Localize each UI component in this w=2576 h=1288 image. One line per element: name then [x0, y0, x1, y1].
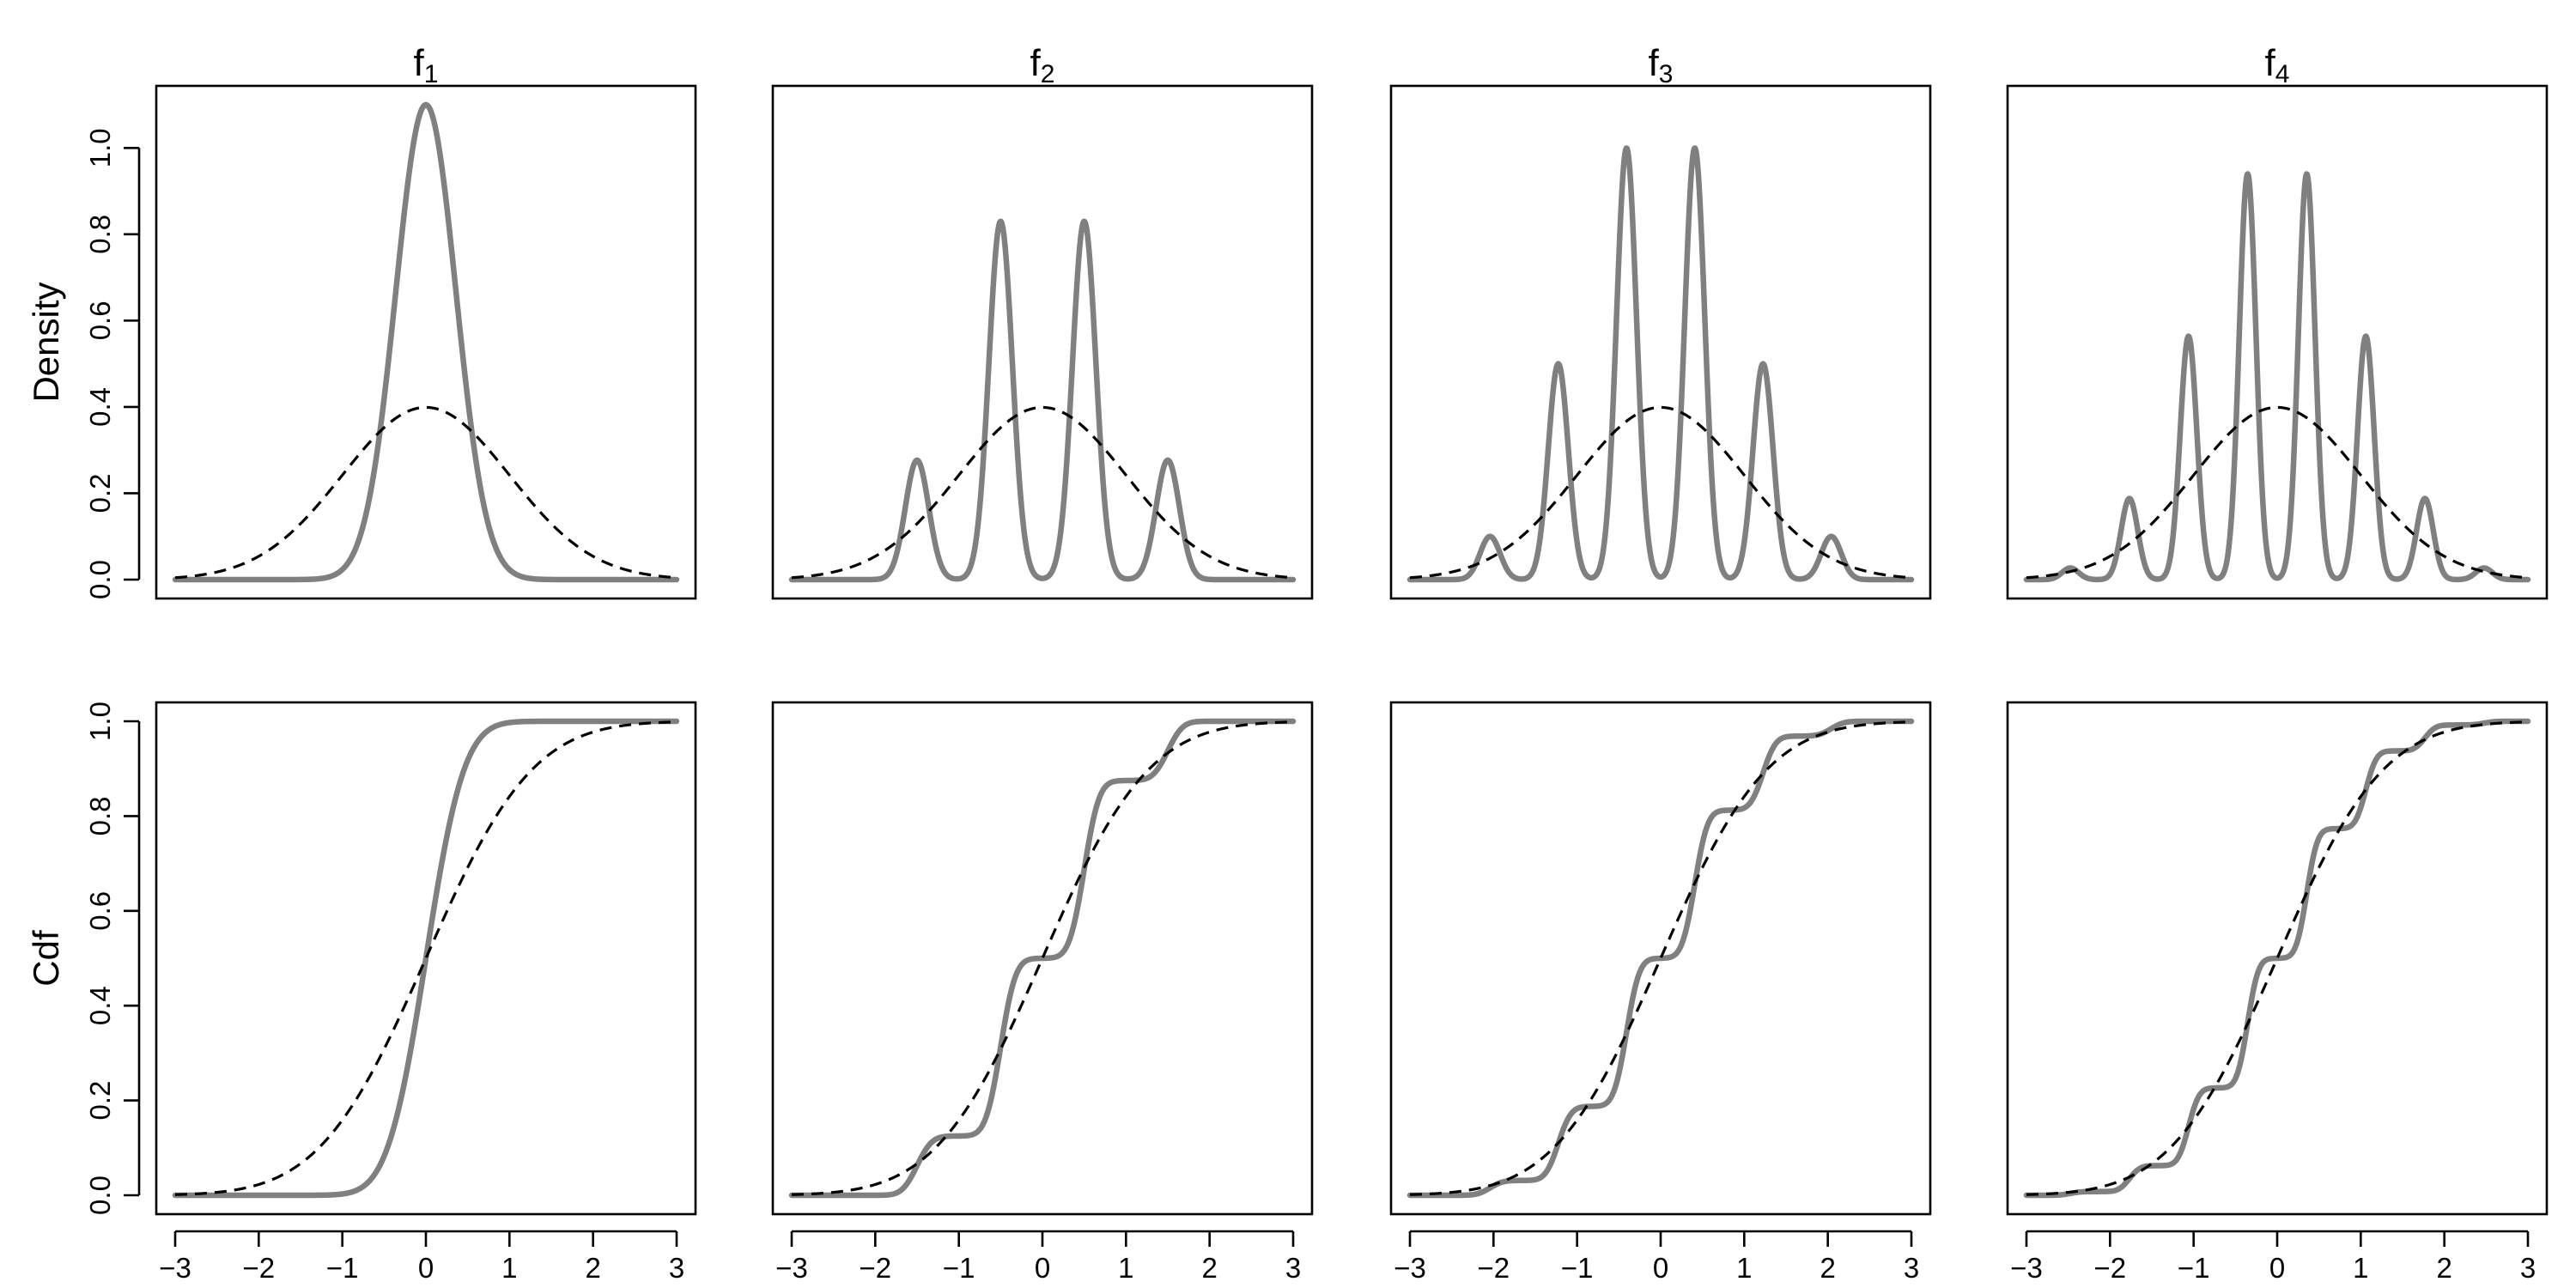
panel-title: f3 [1649, 42, 1674, 88]
y-tick-label: 0.6 [84, 301, 116, 340]
x-tick-label: −1 [1561, 1252, 1594, 1284]
panel-density-1: f1 Density 0.0 0.2 0.4 0.6 0.8 1.0 [26, 42, 697, 600]
y-tick-label: 0.2 [84, 474, 116, 513]
panel-cdf-4: −3 −2 −1 0 1 2 3 [2006, 701, 2549, 1284]
x-tick-label: −3 [2010, 1252, 2043, 1284]
x-tick-label: −3 [159, 1252, 191, 1284]
plot-frame [155, 84, 697, 600]
plot-frame [155, 701, 697, 1216]
panel-title: f4 [2265, 42, 2290, 88]
series-normal-line [791, 720, 1294, 1196]
series-mixture-line [788, 718, 1297, 1199]
series-normal-line [791, 405, 1294, 580]
x-tick-label: 0 [2269, 1252, 2285, 1284]
panel-title-subscript: 2 [1041, 60, 1055, 88]
x-tick-label: 1 [501, 1252, 517, 1284]
series-mixture-line [172, 101, 680, 583]
series-normal-line [2026, 720, 2529, 1196]
series-mixture-line [172, 718, 680, 1199]
x-tick-label: 3 [1904, 1252, 1919, 1284]
x-tick-label: −3 [775, 1252, 808, 1284]
x-tick-label: −2 [243, 1252, 276, 1284]
series-normal-line [174, 720, 677, 1196]
series-mixture-line [2023, 718, 2531, 1199]
y-tick-label: 0.4 [84, 986, 116, 1025]
y-tick-label: 1.0 [84, 128, 116, 167]
x-tick-label: 2 [585, 1252, 600, 1284]
panels-container: f1 Density 0.0 0.2 0.4 0.6 0.8 1.0 f2 f3 f4 Cdf 0.0 0… [26, 42, 2549, 1284]
panel-cdf-2: −3 −2 −1 0 1 2 3 [771, 701, 1314, 1284]
panel-density-2: f2 [771, 42, 1314, 600]
series-mixture-line [2023, 171, 2531, 583]
plot-frame [2006, 84, 2549, 600]
plot-frame [1389, 84, 1932, 600]
panel-title-subscript: 1 [424, 60, 439, 88]
y-tick-label: 0.0 [84, 560, 116, 599]
plot-frame [1389, 701, 1932, 1216]
x-tick-label: −1 [2178, 1252, 2210, 1284]
x-tick-label: 0 [1035, 1252, 1050, 1284]
y-tick-label: 0.0 [84, 1176, 116, 1215]
series-normal-line [174, 405, 677, 580]
series-normal-line [1409, 405, 1912, 580]
y-tick-label: 1.0 [84, 702, 116, 741]
x-tick-label: 3 [2520, 1252, 2536, 1284]
x-tick-label: 1 [1736, 1252, 1752, 1284]
x-tick-label: 1 [1118, 1252, 1133, 1284]
panel-title: f1 [414, 42, 439, 88]
plot-frame [771, 701, 1314, 1216]
panel-title: f2 [1030, 42, 1055, 88]
x-tick-label: 0 [418, 1252, 434, 1284]
x-tick-label: 1 [2353, 1252, 2368, 1284]
panel-title-subscript: 3 [1659, 60, 1674, 88]
panel-title-subscript: 4 [2275, 60, 2290, 88]
y-axis-label: Cdf [26, 930, 66, 987]
y-axis-label: Density [26, 282, 66, 402]
x-tick-label: −2 [1478, 1252, 1510, 1284]
y-tick-label: 0.6 [84, 891, 116, 931]
plot-frame [771, 84, 1314, 600]
series-normal-line [1409, 720, 1912, 1196]
series-mixture-line [1406, 718, 1915, 1199]
x-tick-label: −1 [326, 1252, 359, 1284]
x-tick-label: 2 [1201, 1252, 1217, 1284]
x-tick-label: 2 [2436, 1252, 2451, 1284]
x-tick-label: 3 [669, 1252, 684, 1284]
series-mixture-line [1406, 145, 1915, 583]
panel-cdf-1: Cdf 0.0 0.2 0.4 0.6 0.8 1.0 −3 −2 −1 0 1 2 3 [26, 701, 697, 1284]
y-tick-label: 0.8 [84, 796, 116, 835]
y-tick-label: 0.8 [84, 215, 116, 254]
series-normal-line [2026, 405, 2529, 580]
x-tick-label: 0 [1653, 1252, 1668, 1284]
y-tick-label: 0.4 [84, 387, 116, 427]
x-tick-label: −2 [860, 1252, 892, 1284]
x-tick-label: 3 [1285, 1252, 1301, 1284]
panel-density-3: f3 [1389, 42, 1932, 600]
panel-density-4: f4 [2006, 42, 2549, 600]
x-tick-label: −3 [1394, 1252, 1426, 1284]
y-tick-label: 0.2 [84, 1081, 116, 1121]
series-mixture-line [788, 218, 1297, 583]
x-tick-label: −2 [2094, 1252, 2127, 1284]
plot-frame [2006, 701, 2549, 1216]
panel-cdf-3: −3 −2 −1 0 1 2 3 [1389, 701, 1932, 1284]
x-tick-label: 2 [1820, 1252, 1835, 1284]
x-tick-label: −1 [943, 1252, 975, 1284]
